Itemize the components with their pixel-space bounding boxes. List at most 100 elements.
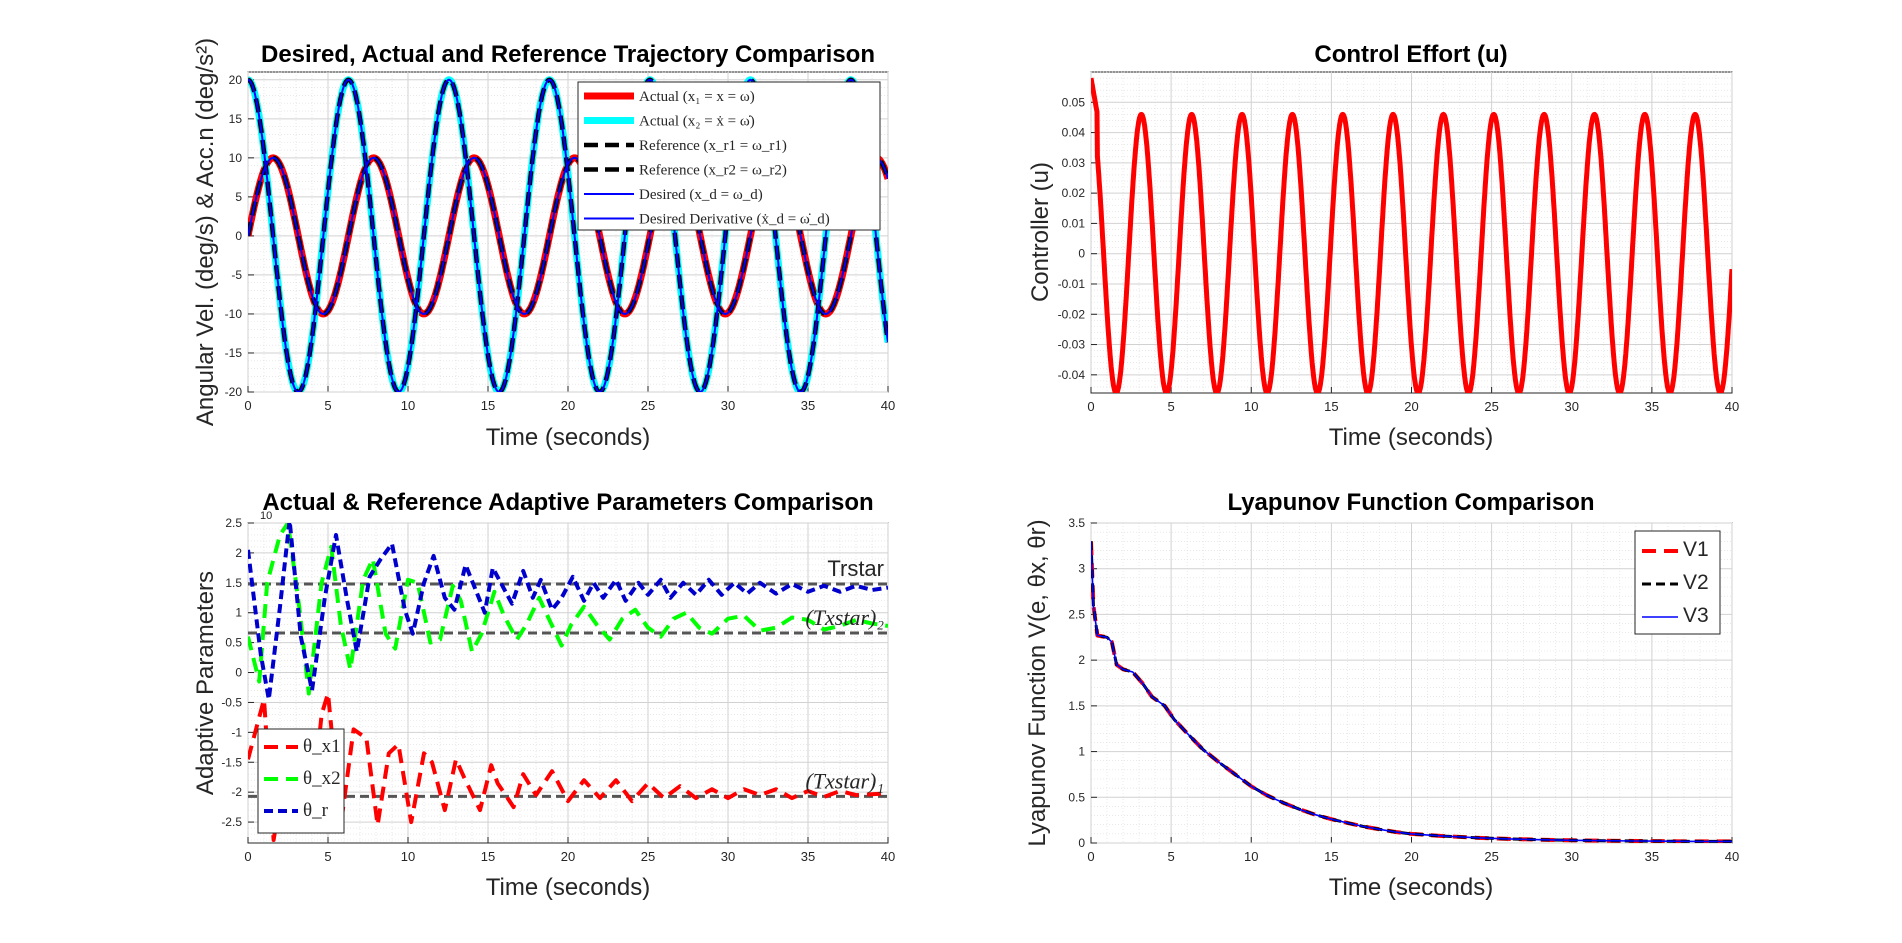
y-tick-label: -5	[231, 268, 242, 282]
x-tick-label: 10	[401, 849, 415, 864]
y-tick-label: -0.03	[1058, 338, 1086, 352]
x-tick-label: 10	[401, 398, 415, 413]
legend: V1 V2 V3	[1634, 530, 1721, 635]
x-tick-label: 40	[1725, 399, 1739, 414]
y-tick-label: 20	[229, 73, 243, 87]
y-tick-label: 0.04	[1062, 126, 1086, 140]
legend-box	[577, 81, 881, 231]
trajectory-comparison-plot: 0 5 10 15 20 25 30 35 40 -20 -15 -10 -5 0 5 10 15 20 Desi…	[192, 38, 895, 451]
x-axis-label: Time (seconds)	[1329, 874, 1493, 901]
x-tick-label: 0	[1087, 849, 1094, 864]
y-tick-label: -0.04	[1058, 368, 1086, 382]
y-tick-label: 3.5	[1068, 516, 1085, 530]
tick-labels: 0 5 10 15 20 25 30 35 40 -0.04 -0.03 -0.02 -0.01 0 0.0…	[1058, 95, 1740, 414]
y-tick-label: 1	[235, 606, 242, 620]
series-line-3	[248, 523, 888, 702]
legend: θ_x1 θ_x2 θ_r	[257, 728, 345, 834]
x-tick-label: 5	[324, 398, 331, 413]
x-tick-label: 10	[1244, 399, 1258, 414]
x-tick-label: 5	[324, 849, 331, 864]
tick-labels: 0 5 10 15 20 25 30 35 40 -2.5 -2 -1.5 -1 -0.5 0 0.5 1 1.5…	[221, 516, 895, 864]
y-tick-label: 0	[235, 229, 242, 243]
x-tick-label: 25	[1484, 399, 1498, 414]
y-tick-label: 0.5	[225, 636, 242, 650]
x-tick-label: 15	[1324, 399, 1338, 414]
tick-labels: 0 5 10 15 20 25 30 35 40 -20 -15 -10 -5 0 5 10 15 20	[225, 73, 896, 413]
y-tick-label: -0.02	[1058, 307, 1086, 321]
legend-label: Desired Derivative (ẋ_d = ω̇_d)	[639, 212, 830, 228]
y-tick-label: 2	[235, 546, 242, 560]
y-tick-label: -20	[225, 385, 243, 399]
y-tick-label: -1.5	[221, 755, 242, 769]
y-tick-label: -15	[225, 346, 243, 360]
x-tick-label: 30	[721, 398, 735, 413]
y-axis-label: Adaptive Parameters	[192, 571, 219, 795]
series-line-1	[1091, 77, 1732, 393]
chart-title: Lyapunov Function Comparison	[1227, 489, 1594, 516]
control-effort-plot: 0 5 10 15 20 25 30 35 40 -0.04 -0.03 -0.02 -0.01 0 0.0…	[1027, 41, 1739, 451]
y-tick-label: -2	[231, 785, 242, 799]
x-axis-label: Time (seconds)	[1329, 424, 1493, 451]
series-line-3	[1091, 541, 1732, 843]
y-tick-label: 0	[1078, 836, 1085, 850]
x-tick-label: 30	[1565, 849, 1579, 864]
y-tick-label: 0.05	[1062, 95, 1086, 109]
x-tick-label: 30	[1565, 399, 1579, 414]
y-tick-label: 0.01	[1062, 216, 1086, 230]
chart-title: Control Effort (u)	[1314, 41, 1507, 68]
reference-line-label: (Txstar)₁	[805, 768, 884, 793]
x-tick-label: 20	[1404, 399, 1418, 414]
x-tick-label: 10	[1244, 849, 1258, 864]
x-tick-label: 15	[481, 849, 495, 864]
legend-label: V1	[1683, 538, 1709, 561]
series-line-1	[248, 691, 888, 842]
legend-label: Reference (x_r1 = ω_r1)	[639, 138, 787, 154]
x-tick-label: 5	[1168, 399, 1175, 414]
y-tick-label: 0.02	[1062, 186, 1086, 200]
y-tick-label: -1	[231, 725, 242, 739]
x-axis-label: Time (seconds)	[486, 874, 650, 901]
x-tick-label: 35	[1645, 849, 1659, 864]
x-tick-label: 0	[1087, 399, 1094, 414]
x-tick-label: 15	[1324, 849, 1338, 864]
grid-lines	[1090, 522, 1733, 844]
chart-title: Desired, Actual and Reference Trajectory…	[261, 41, 875, 68]
y-tick-label: 2.5	[1068, 607, 1085, 621]
x-tick-label: 35	[801, 398, 815, 413]
reference-line-label: (Txstar)₂	[805, 605, 884, 630]
x-tick-label: 30	[721, 849, 735, 864]
y-tick-label: 2.5	[225, 516, 242, 530]
y-tick-label: 0.5	[1068, 790, 1085, 804]
y-tick-label: 1.5	[1068, 699, 1085, 713]
y-tick-label: 1	[1078, 745, 1085, 759]
x-tick-label: 5	[1168, 849, 1175, 864]
legend-label: Desired (x_d = ω_d)	[639, 187, 763, 203]
x-axis-label: Time (seconds)	[486, 424, 650, 451]
tick-labels: 0 5 10 15 20 25 30 35 40 0 0.5 1 1.5 2 2.5 3 3.5	[1068, 516, 1739, 864]
x-tick-label: 25	[1484, 849, 1498, 864]
x-tick-label: 0	[244, 398, 251, 413]
x-tick-label: 20	[561, 398, 575, 413]
series-lines	[248, 523, 888, 842]
exponent-label: 10	[260, 510, 272, 522]
reference-line-label: Trstar	[827, 556, 884, 581]
y-tick-label: 15	[229, 112, 243, 126]
y-tick-label: 10	[229, 151, 243, 165]
y-tick-label: 5	[235, 190, 242, 204]
y-tick-label: 2	[1078, 653, 1085, 667]
x-tick-label: 35	[1645, 399, 1659, 414]
lyapunov-function-plot: 0 5 10 15 20 25 30 35 40 0 0.5 1 1.5 2 2.5 3 3.5 Lyapuno…	[1024, 489, 1739, 901]
legend-label: θ_r	[303, 800, 329, 821]
y-axis-label: Controller (u)	[1027, 162, 1054, 302]
y-tick-label: -10	[225, 307, 243, 321]
x-tick-label: 0	[244, 849, 251, 864]
x-tick-label: 25	[641, 849, 655, 864]
x-tick-label: 25	[641, 398, 655, 413]
x-tick-label: 40	[881, 398, 895, 413]
x-tick-label: 35	[801, 849, 815, 864]
legend-label: V2	[1683, 571, 1709, 594]
y-tick-label: 0	[1078, 247, 1085, 261]
y-axis-label: Lyapunov Function V(e, θx, θr)	[1024, 519, 1051, 846]
y-tick-label: -2.5	[221, 815, 242, 829]
x-tick-label: 40	[1725, 849, 1739, 864]
